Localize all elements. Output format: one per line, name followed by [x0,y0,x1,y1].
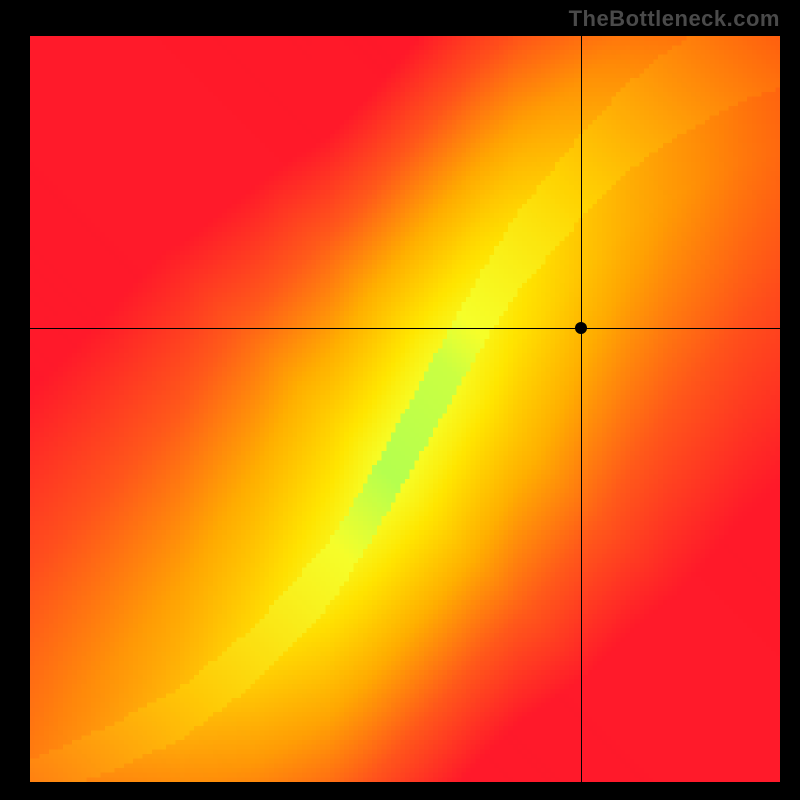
crosshair-vertical [581,36,582,782]
heatmap-canvas [30,36,780,782]
watermark-text: TheBottleneck.com [569,6,780,32]
chart-container: TheBottleneck.com [0,0,800,800]
heatmap-plot [30,36,780,782]
crosshair-horizontal [30,328,780,329]
